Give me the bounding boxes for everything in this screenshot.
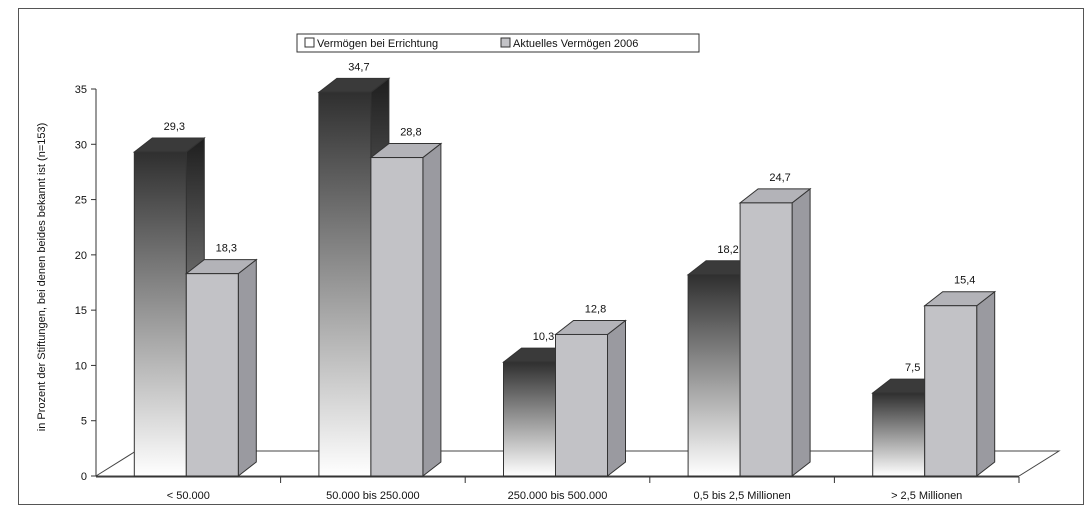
data-label-series-2-1: 18,3 (216, 243, 237, 255)
bar-side (976, 290, 996, 478)
data-label-series-2-4: 24,7 (769, 172, 790, 184)
bar-front (924, 305, 978, 477)
data-label-series-1-4: 18,2 (717, 244, 738, 256)
legend: Vermögen bei Errichtung Aktuelles Vermög… (296, 33, 700, 53)
bar-side (607, 319, 626, 478)
bar-front (687, 274, 741, 477)
y-tick-label: 5 (81, 416, 87, 428)
bar-front (370, 157, 424, 477)
bar-side (422, 142, 442, 478)
y-axis: 0 5 10 15 20 25 30 35 (75, 84, 97, 483)
y-axis-label: in Prozent der Stiftungen, bei denen bei… (36, 123, 48, 432)
bar-front (133, 151, 187, 477)
bar-side (791, 187, 811, 478)
category-label-5: > 2,5 Millionen (891, 490, 962, 502)
bar-series-2-1 (184, 258, 258, 478)
y-tick-label: 25 (75, 195, 87, 207)
data-label-series-2-3: 12,8 (585, 303, 606, 315)
bar-front (555, 333, 608, 477)
bar-series-2-2 (369, 142, 443, 478)
y-tick-label: 10 (75, 360, 87, 372)
data-label-series-2-5: 15,4 (954, 275, 975, 287)
chart-frame: 0 5 10 15 20 25 30 35 29,3 18,3 34,7 28,8 10,3 12,8 1… (18, 8, 1084, 505)
y-tick-label: 30 (75, 139, 87, 151)
bar-series-2-5 (923, 290, 997, 478)
bar-front (503, 361, 556, 477)
bars (132, 77, 997, 478)
legend-label-series-1: Vermögen bei Errichtung (317, 38, 438, 50)
data-label-series-1-3: 10,3 (533, 331, 554, 343)
category-label-3: 250.000 bis 500.000 (508, 490, 608, 502)
legend-swatch-series-2 (500, 37, 511, 48)
data-label-series-1-5: 7,5 (905, 362, 920, 374)
bar-front (185, 273, 239, 477)
y-tick-label: 35 (75, 84, 87, 96)
x-axis: < 50.000 50.000 bis 250.000 250.000 bis 50… (96, 476, 1020, 502)
bar-series-2-3 (554, 319, 627, 478)
category-label-2: 50.000 bis 250.000 (326, 490, 420, 502)
y-tick-label: 15 (75, 305, 87, 317)
category-label-1: < 50.000 (167, 490, 210, 502)
y-tick-label: 20 (75, 250, 87, 262)
data-labels: 29,3 18,3 34,7 28,8 10,3 12,8 18,2 24,7 7,5 15,4 (164, 61, 976, 374)
bar-series-2-4 (738, 187, 812, 478)
data-label-series-1-1: 29,3 (164, 121, 185, 133)
legend-label-series-2: Aktuelles Vermögen 2006 (513, 38, 638, 50)
bar-front (739, 202, 793, 477)
data-label-series-2-2: 28,8 (400, 127, 421, 139)
data-label-series-1-2: 34,7 (348, 61, 369, 73)
bar-side (237, 258, 257, 478)
category-label-4: 0,5 bis 2,5 Millionen (693, 490, 790, 502)
legend-box (296, 33, 700, 53)
bar-chart: 0 5 10 15 20 25 30 35 29,3 18,3 34,7 28,8 10,3 12,8 1… (36, 33, 1061, 502)
bar-front (872, 392, 926, 477)
bar-front (318, 91, 372, 477)
y-tick-label: 0 (81, 471, 87, 483)
legend-swatch-series-1 (304, 37, 315, 48)
